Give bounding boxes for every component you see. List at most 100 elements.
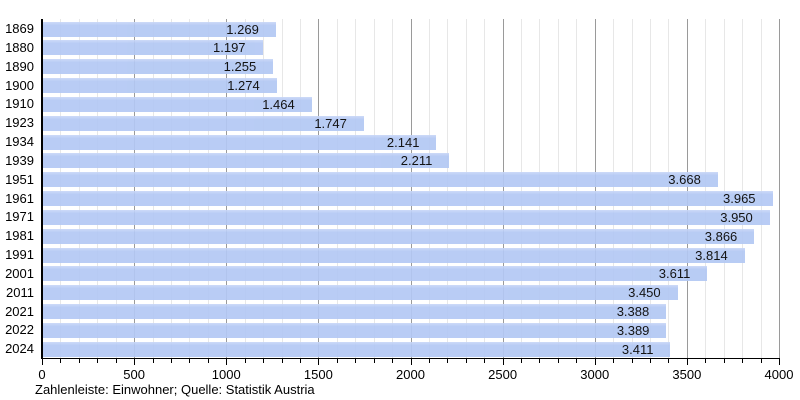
x-axis-minor-tick	[207, 359, 209, 363]
x-axis-minor-tick	[613, 359, 615, 363]
x-axis-tick-label: 500	[123, 367, 145, 382]
major-gridline	[410, 19, 412, 358]
major-gridline	[686, 19, 688, 358]
year-label: 1890	[5, 58, 34, 74]
bar: 2.211	[42, 153, 450, 169]
x-axis-minor-tick	[650, 359, 652, 363]
bar-value-label: 3.668	[668, 172, 701, 188]
year-label: 1934	[5, 134, 34, 149]
x-axis-minor-tick	[299, 359, 301, 363]
bar: 3.965	[42, 191, 773, 206]
bar: 1.464	[42, 96, 312, 112]
x-axis-major-tick	[502, 359, 504, 365]
x-axis-minor-tick	[705, 359, 707, 363]
bar-value-label: 3.965	[723, 191, 756, 206]
x-axis-minor-tick	[760, 359, 762, 363]
minor-gridline	[742, 19, 744, 358]
bar-value-label: 1.197	[213, 40, 246, 56]
bar: 3.668	[42, 172, 718, 188]
year-label: 1869	[5, 21, 34, 36]
minor-gridline	[613, 19, 615, 358]
bar-value-label: 1.255	[223, 59, 257, 75]
major-gridline	[779, 19, 780, 358]
year-label: 1880	[5, 39, 34, 55]
x-axis-tick-label: 3500	[672, 367, 702, 382]
minor-gridline	[299, 19, 301, 358]
major-gridline	[318, 19, 320, 358]
bar: 3.450	[42, 285, 678, 301]
plot-area: 1.269 1.197 1.255 1.274 1.464 1.747 2.141 2.211…	[42, 19, 780, 358]
bar-value-label: 3.388	[616, 304, 650, 319]
year-label: 1981	[5, 228, 34, 244]
x-axis-minor-tick	[263, 359, 265, 363]
x-axis-minor-tick	[539, 359, 541, 363]
minor-gridline	[631, 19, 633, 358]
year-label: 1971	[5, 209, 34, 225]
x-axis-major-tick	[134, 359, 136, 365]
minor-gridline	[189, 19, 191, 358]
x-axis-tick-label: 0	[38, 367, 46, 382]
bar-value-label: 3.411	[621, 341, 654, 357]
x-axis-minor-tick	[60, 359, 62, 363]
year-label: 1991	[5, 247, 34, 262]
x-axis-minor-tick	[428, 359, 430, 363]
x-axis-major-tick	[686, 359, 688, 365]
major-gridline	[134, 19, 136, 358]
bar: 2.141	[42, 134, 437, 150]
minor-gridline	[705, 19, 707, 358]
x-axis-minor-tick	[631, 359, 633, 363]
minor-gridline	[465, 19, 467, 358]
year-label: 1910	[5, 96, 34, 112]
minor-gridline	[281, 19, 283, 358]
bar: 3.866	[42, 228, 755, 244]
x-axis-major-tick	[318, 359, 320, 365]
bar: 1.255	[42, 59, 274, 75]
bar-value-label: 2.211	[400, 153, 433, 169]
x-axis-minor-tick	[742, 359, 744, 363]
bar: 1.269	[42, 21, 276, 37]
minor-gridline	[723, 19, 725, 358]
minor-gridline	[97, 19, 99, 358]
x-axis-tick-label: 3000	[580, 367, 610, 382]
minor-gridline	[576, 19, 578, 358]
x-axis-minor-tick	[355, 359, 357, 363]
x-axis-minor-tick	[465, 359, 467, 363]
bar-value-label: 3.450	[628, 285, 661, 301]
bar: 3.814	[42, 247, 745, 263]
x-axis-tick-label: 1000	[211, 367, 241, 382]
year-label: 2021	[5, 303, 34, 319]
x-axis-minor-tick	[576, 359, 578, 363]
x-axis-minor-tick	[723, 359, 725, 363]
minor-gridline	[760, 19, 762, 358]
minor-gridline	[392, 19, 394, 358]
x-axis-minor-tick	[152, 359, 154, 363]
bar: 1.747	[42, 115, 364, 131]
x-axis-minor-tick	[447, 359, 449, 363]
x-axis-minor-tick	[281, 359, 283, 363]
minor-gridline	[170, 19, 172, 358]
bar: 3.411	[42, 341, 671, 357]
minor-gridline	[78, 19, 80, 358]
x-axis-minor-tick	[557, 359, 559, 363]
x-axis-minor-tick	[484, 359, 486, 363]
minor-gridline	[115, 19, 117, 358]
x-axis-tick-label: 2000	[396, 367, 425, 382]
bar: 3.950	[42, 209, 770, 225]
year-label: 1923	[5, 115, 34, 131]
year-label: 2022	[5, 322, 34, 338]
bar-value-label: 1.747	[314, 115, 347, 131]
bar-value-label: 3.866	[704, 228, 738, 244]
x-axis-tick-label: 1500	[303, 367, 333, 382]
minor-gridline	[60, 19, 62, 358]
minor-gridline	[484, 19, 486, 358]
minor-gridline	[336, 19, 338, 358]
year-label: 2024	[5, 341, 34, 357]
x-axis-line	[41, 358, 780, 359]
bar: 3.389	[42, 322, 667, 338]
bar-value-label: 1.269	[226, 21, 259, 37]
minor-gridline	[668, 19, 670, 358]
minor-gridline	[521, 19, 523, 358]
year-label: 1951	[5, 171, 34, 187]
year-label: 2011	[6, 284, 34, 300]
